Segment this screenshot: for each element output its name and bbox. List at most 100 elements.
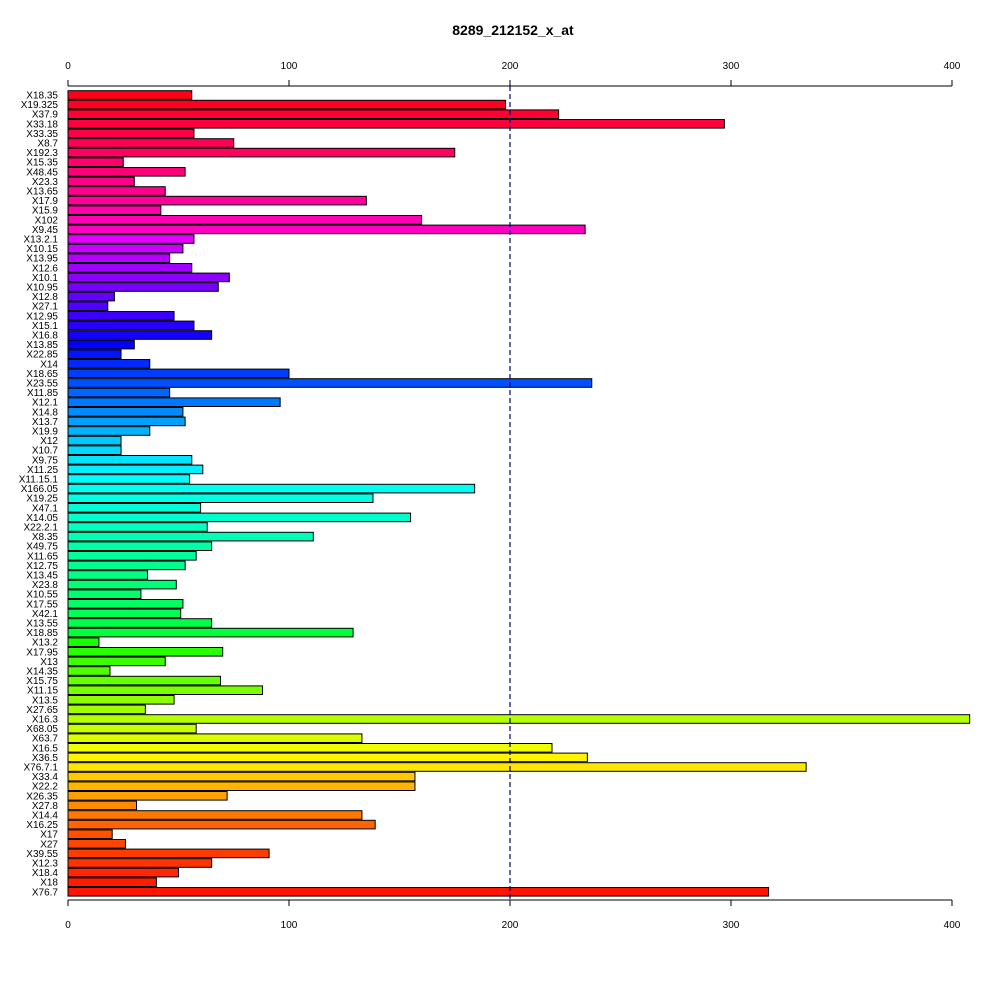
category-label: X11.65 — [27, 551, 58, 562]
category-label: X12.3 — [32, 859, 59, 870]
category-label: X8.7 — [37, 139, 58, 150]
category-label: X11.15.1 — [19, 475, 59, 486]
category-label: X14 — [40, 359, 58, 370]
bar — [67, 90, 193, 100]
bar — [67, 743, 553, 753]
category-label: X13.2 — [32, 638, 59, 649]
category-label: X18.65 — [26, 369, 58, 380]
category-label: X42.1 — [32, 609, 59, 620]
bar — [67, 647, 224, 657]
category-label: X17.55 — [26, 599, 58, 610]
bar — [67, 119, 725, 129]
chart-title: 8289_212152_x_at — [452, 22, 574, 38]
bar — [67, 407, 184, 417]
category-label: X27.65 — [26, 705, 58, 716]
bottom-tick-label: 0 — [65, 920, 71, 931]
category-label: X8.35 — [32, 532, 59, 543]
bar — [67, 282, 219, 292]
bar — [67, 839, 126, 849]
category-label: X27.1 — [32, 302, 59, 313]
bar — [67, 416, 186, 427]
bar — [67, 512, 412, 523]
bar — [67, 263, 193, 273]
bar — [67, 330, 213, 340]
category-label: X17 — [40, 830, 58, 841]
category-label: X102 — [35, 215, 59, 226]
bar — [67, 176, 135, 187]
category-label: X27 — [40, 839, 58, 850]
category-label: X11.85 — [27, 388, 58, 399]
category-label: X12.8 — [32, 292, 59, 303]
bar — [67, 589, 142, 600]
bar — [67, 570, 149, 580]
bar — [67, 368, 290, 379]
category-label: X10.95 — [26, 283, 58, 294]
bar — [67, 599, 184, 609]
category-label: X22.85 — [26, 350, 58, 361]
bar — [67, 791, 228, 801]
category-label: X68.05 — [26, 724, 58, 735]
category-label: X22.2 — [32, 782, 59, 793]
bar — [67, 819, 376, 830]
category-label: X166.05 — [21, 484, 59, 495]
category-label: X15.75 — [26, 676, 58, 687]
category-label: X33.35 — [26, 129, 58, 140]
bar — [67, 608, 182, 619]
category-label: X13.95 — [26, 254, 58, 265]
bar — [67, 474, 191, 484]
category-label: X18.35 — [26, 91, 58, 102]
category-label: X10.55 — [26, 590, 58, 601]
category-label: X23.8 — [32, 580, 59, 591]
category-label: X36.5 — [32, 753, 59, 764]
top-tick-label: 400 — [944, 61, 961, 72]
category-label: X11.15 — [27, 686, 58, 697]
bar — [67, 714, 971, 724]
bar — [67, 387, 171, 398]
top-tick-label: 0 — [65, 61, 71, 72]
category-label: X13.65 — [26, 187, 58, 198]
category-label: X16.25 — [26, 820, 58, 831]
bar — [67, 128, 195, 139]
bar — [67, 656, 166, 667]
bar — [67, 397, 281, 407]
bar — [67, 426, 151, 436]
category-label: X13.7 — [32, 417, 59, 428]
category-label: X17.9 — [32, 196, 59, 207]
bar — [67, 224, 586, 235]
bar — [67, 167, 186, 177]
bar — [67, 695, 175, 705]
bar — [67, 704, 146, 715]
category-label: X15.1 — [32, 321, 59, 332]
bar — [67, 627, 354, 638]
category-label: X26.35 — [26, 791, 58, 802]
category-label: X76.7 — [32, 887, 59, 898]
bar — [67, 887, 770, 897]
category-label: X13.85 — [26, 340, 58, 351]
category-label: X16.8 — [32, 331, 59, 342]
bar — [67, 445, 122, 455]
category-label: X37.9 — [32, 110, 59, 121]
category-label: X16.3 — [32, 715, 59, 726]
bar — [67, 157, 124, 167]
category-label: X18 — [40, 878, 58, 889]
bar — [67, 464, 204, 475]
bar — [67, 205, 162, 215]
bar — [67, 272, 230, 283]
bar — [67, 618, 213, 628]
bar — [67, 109, 560, 120]
category-label: X17.95 — [26, 647, 58, 658]
category-label: X10.7 — [32, 446, 59, 457]
bar — [67, 493, 374, 503]
category-label: X9.45 — [32, 225, 59, 236]
bar — [67, 195, 367, 206]
category-label: X63.7 — [32, 734, 59, 745]
category-label: X14.8 — [32, 407, 59, 418]
category-label: X39.55 — [26, 849, 58, 860]
category-label: X12.1 — [32, 398, 59, 409]
category-label: X192.3 — [26, 148, 58, 159]
category-label: X19.325 — [21, 100, 59, 111]
bar — [67, 877, 157, 888]
bar — [67, 762, 807, 772]
